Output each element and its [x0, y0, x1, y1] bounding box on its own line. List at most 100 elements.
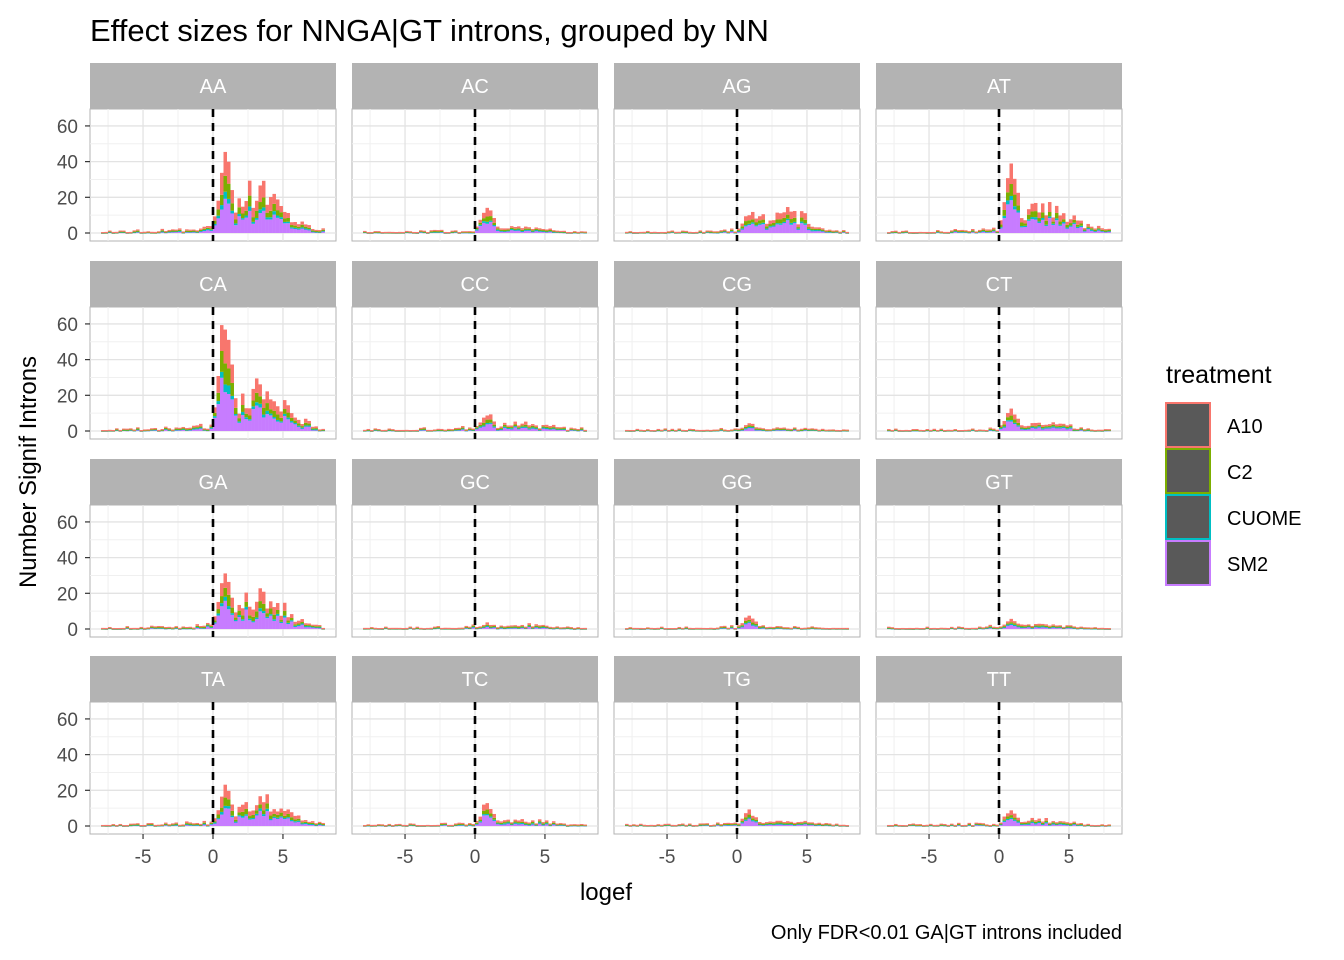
- histogram-bar: [803, 823, 807, 826]
- histogram-bar: [209, 424, 213, 427]
- histogram-bar: [733, 428, 737, 430]
- histogram-bar: [555, 428, 559, 430]
- histogram-bar: [240, 815, 245, 818]
- histogram-bar: [317, 625, 322, 627]
- legend-label: C2: [1227, 462, 1253, 484]
- histogram-bar: [527, 425, 531, 428]
- histogram-bar: [261, 591, 266, 604]
- histogram-bar: [796, 229, 800, 233]
- histogram-bar: [380, 231, 385, 234]
- histogram-bar: [792, 427, 797, 429]
- histogram-bar: [199, 230, 203, 232]
- histogram-bar: [492, 625, 496, 628]
- histogram-bar: [527, 626, 531, 629]
- histogram-bar: [939, 428, 944, 430]
- facet-strip: [90, 656, 336, 702]
- histogram-bar: [792, 210, 797, 218]
- histogram-bar: [527, 229, 531, 231]
- histogram-bar: [412, 429, 416, 432]
- histogram-bar: [743, 623, 748, 625]
- histogram-bar: [185, 626, 189, 629]
- histogram-bar: [475, 227, 479, 230]
- histogram-bar: [677, 428, 682, 430]
- histogram-bar: [782, 221, 786, 224]
- histogram-bar: [992, 626, 996, 628]
- histogram-bar: [240, 608, 245, 616]
- histogram-bar: [195, 231, 200, 233]
- histogram-bar: [370, 627, 374, 629]
- histogram-bar: [167, 229, 172, 232]
- histogram-bar: [1002, 626, 1006, 628]
- histogram-bar: [820, 228, 825, 230]
- histogram-bar: [244, 808, 248, 815]
- histogram-bar: [1079, 226, 1083, 233]
- histogram-bar: [1065, 626, 1069, 628]
- histogram-bar: [485, 622, 489, 625]
- histogram-bar: [237, 617, 241, 629]
- histogram-bar: [300, 228, 304, 233]
- histogram-bar: [422, 230, 427, 232]
- histogram-bar: [625, 823, 629, 826]
- histogram-bar: [757, 216, 762, 221]
- histogram-bar: [171, 823, 175, 825]
- histogram-bar: [544, 229, 549, 231]
- histogram-bar: [296, 228, 301, 230]
- histogram-bar: [247, 415, 252, 420]
- facet-strip: [90, 261, 336, 307]
- histogram-bar: [139, 430, 144, 432]
- histogram-bar: [632, 627, 636, 630]
- histogram-bar: [300, 820, 304, 823]
- histogram-bar: [967, 429, 972, 431]
- histogram-bar: [226, 606, 231, 610]
- histogram-bar: [537, 822, 542, 824]
- histogram-bar: [373, 231, 378, 233]
- histogram-bar: [513, 229, 517, 231]
- histogram-bar: [286, 417, 290, 420]
- histogram-bar: [188, 627, 193, 629]
- histogram-bar: [157, 625, 161, 628]
- histogram-bar: [206, 229, 210, 233]
- histogram-bar: [258, 804, 262, 809]
- histogram-bar: [1051, 625, 1055, 627]
- histogram-bar: [1107, 429, 1111, 431]
- histogram-bar: [300, 221, 304, 225]
- histogram-bar: [136, 824, 140, 826]
- histogram-bar: [188, 824, 193, 826]
- histogram-bar: [314, 230, 318, 233]
- histogram-bar: [398, 627, 402, 630]
- histogram-bar: [579, 824, 584, 826]
- histogram-bar: [771, 824, 776, 826]
- histogram-bar: [911, 429, 916, 431]
- histogram-bar: [185, 230, 189, 232]
- histogram-bar: [279, 620, 283, 622]
- histogram-bar: [415, 824, 420, 827]
- histogram-bar: [1047, 216, 1052, 219]
- histogram-bar: [688, 823, 692, 825]
- histogram-bar: [653, 430, 657, 432]
- histogram-bar: [223, 392, 227, 431]
- y-tick-label: 0: [67, 422, 78, 443]
- histogram-bar: [408, 231, 413, 233]
- histogram-bar: [461, 428, 465, 431]
- histogram-bar: [485, 814, 489, 816]
- histogram-bar: [136, 231, 140, 233]
- histogram-bar: [1047, 824, 1052, 826]
- histogram-bar: [677, 824, 682, 826]
- histogram-bar: [363, 627, 367, 630]
- histogram-bar: [1075, 823, 1080, 825]
- histogram-bar: [1033, 820, 1038, 822]
- histogram-bar: [450, 824, 455, 827]
- legend-key-sm2: [1165, 540, 1211, 586]
- histogram-bar: [1044, 224, 1048, 226]
- histogram-bar: [286, 620, 290, 623]
- histogram-bar: [820, 428, 825, 431]
- histogram-bar: [1026, 428, 1031, 430]
- histogram-bar: [219, 606, 224, 629]
- histogram-bar: [1082, 230, 1087, 232]
- histogram-bar: [1058, 224, 1062, 226]
- histogram-bar: [1005, 818, 1010, 821]
- histogram-bar: [164, 426, 168, 428]
- histogram-bar: [516, 820, 521, 823]
- histogram-bar: [244, 419, 248, 431]
- histogram-bar: [454, 231, 458, 233]
